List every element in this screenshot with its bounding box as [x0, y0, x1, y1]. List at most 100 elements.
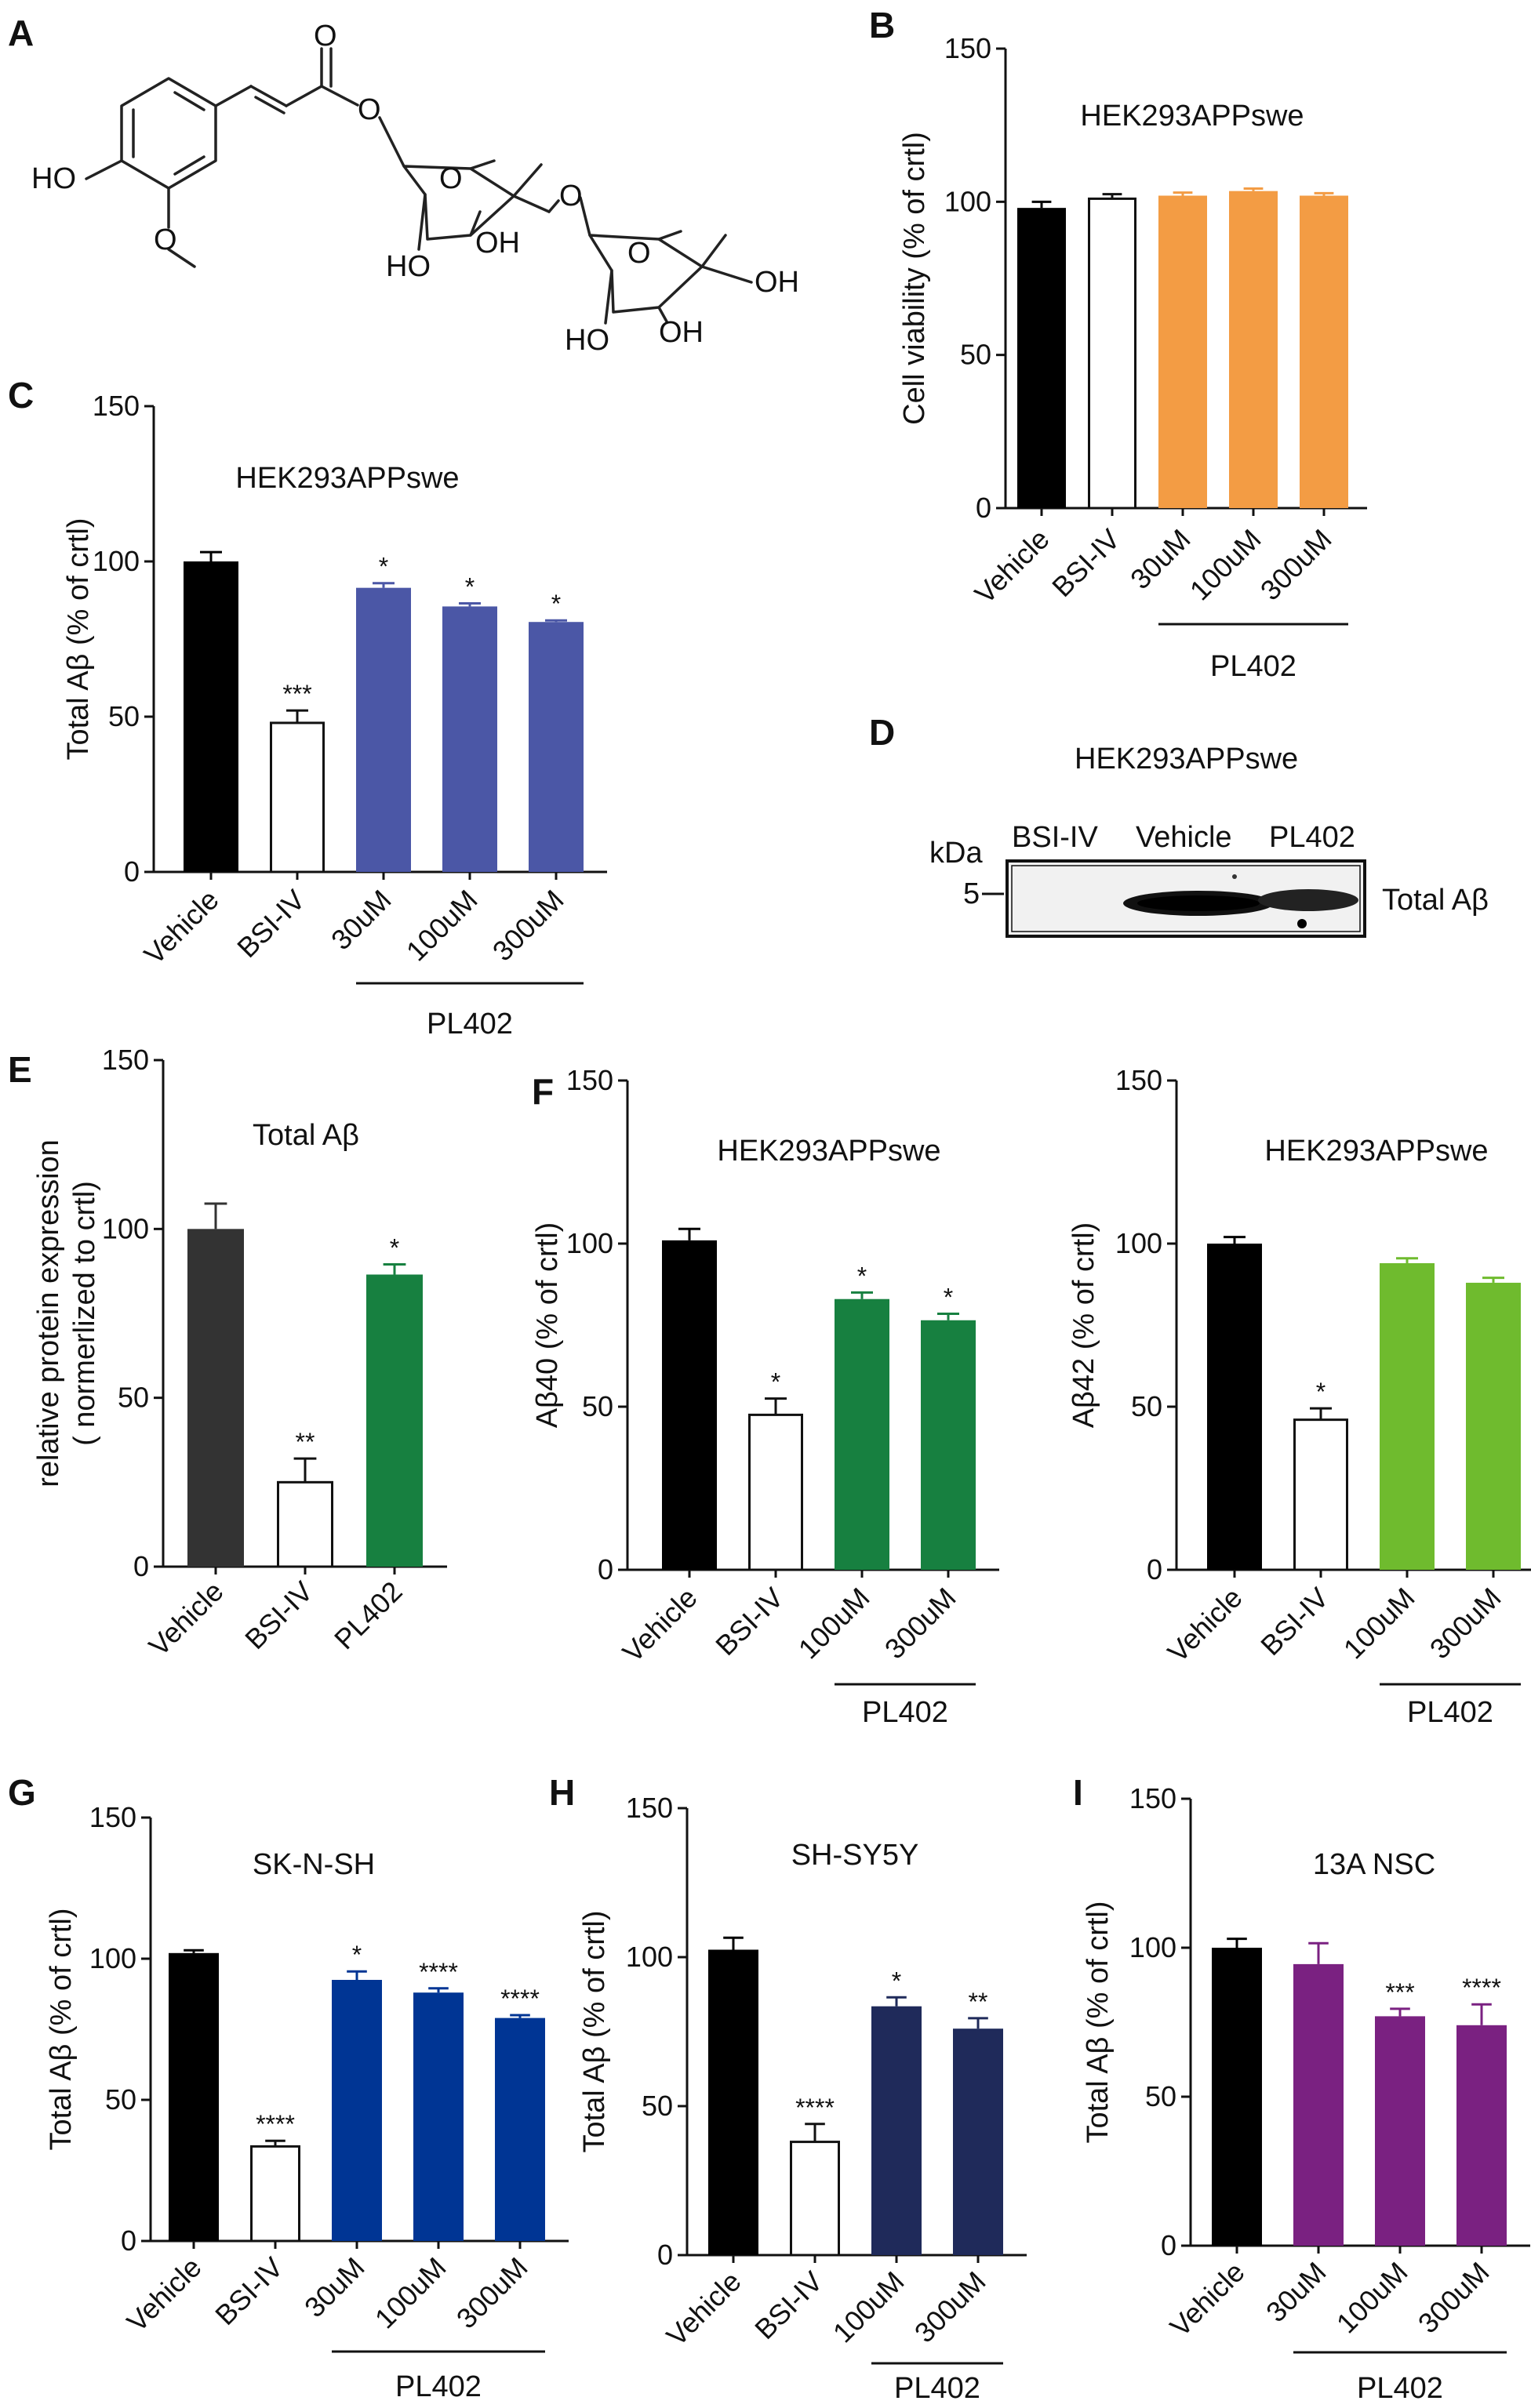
x-category-label: Vehicle: [1164, 2256, 1251, 2343]
mol-label-o-ring-1: O: [439, 162, 463, 195]
western-blot: HEK293APPswe kDa BSI-IV Vehicle PL402 5 …: [929, 743, 1489, 938]
significance-marker: ****: [419, 1958, 458, 1986]
bar-bsi-iv: [270, 721, 325, 873]
bar-vehicle: [184, 561, 238, 872]
blot-lane-bsi-iv: BSI-IV: [1012, 821, 1098, 854]
x-category-label: BSI-IV: [231, 884, 311, 964]
significance-marker: *: [379, 553, 388, 581]
panel-label-e: E: [8, 1049, 32, 1090]
chart-title: SH-SY5Y: [791, 1839, 919, 1872]
mol-label-o-carbonyl: O: [314, 20, 337, 53]
chart-h-sh-sy5y: SH-SY5Y 0 50 100 150 Total Aβ (% of crtl) Vehi…: [578, 1792, 1027, 2405]
significance-marker: *: [892, 1967, 901, 1995]
bar-100um: [835, 1298, 889, 1570]
x-category-label: BSI-IV: [209, 2251, 289, 2332]
bar-100um: [1380, 1262, 1435, 1570]
x-category-label: Vehicle: [138, 884, 225, 971]
y-tick-label: 50: [118, 1382, 149, 1414]
significance-marker: ****: [1462, 1974, 1501, 2002]
bar-100um: [442, 606, 497, 872]
significance-marker: *: [390, 1234, 399, 1262]
bar-bsi-iv: [790, 2141, 840, 2257]
y-tick-label: 50: [960, 339, 991, 371]
blot-lane-vehicle: Vehicle: [1136, 821, 1232, 854]
y-tick-label: 100: [89, 1942, 136, 1974]
y-tick-label: 100: [626, 1941, 673, 1973]
chart-title: HEK293APPswe: [1080, 100, 1304, 133]
x-category-label: 100uM: [1184, 523, 1267, 607]
x-category-label: 300uM: [486, 884, 570, 968]
blot-lane-pl402: PL402: [1269, 821, 1355, 854]
bar-vehicle: [1207, 1244, 1262, 1570]
x-category-label: 300uM: [878, 1582, 962, 1665]
group-label: PL402: [862, 1696, 948, 1729]
x-category-label: 100uM: [1337, 1582, 1421, 1665]
blot-band-pl402: [1258, 889, 1358, 911]
y-tick-label: 150: [626, 1792, 673, 1824]
group-label: PL402: [1407, 1696, 1493, 1729]
significance-marker: ***: [282, 680, 311, 708]
y-tick-label: 150: [93, 390, 140, 422]
bar-bsi-iv: [277, 1480, 333, 1568]
mol-label-ho-sugar2: HO: [565, 324, 609, 357]
y-tick-label: 0: [657, 2239, 673, 2271]
panel-label-b: B: [869, 5, 895, 45]
significance-marker: *: [352, 1941, 362, 1969]
significance-marker: ****: [256, 2110, 295, 2138]
y-axis-label: Aβ40 (% of crtl): [531, 1222, 564, 1429]
y-tick-label: 150: [89, 1801, 136, 1833]
y-tick-label: 50: [105, 2083, 136, 2116]
y-tick-label: 150: [102, 1044, 149, 1076]
y-tick-label: 0: [133, 1550, 149, 1582]
y-tick-label: 150: [1115, 1064, 1162, 1096]
blot-membrane-inner: [1011, 865, 1361, 932]
bar-100um: [1229, 191, 1278, 508]
y-tick-label: 100: [1129, 1931, 1176, 1963]
bar-vehicle: [187, 1229, 244, 1567]
x-category-label: 100uM: [369, 2251, 453, 2335]
bar-300um: [495, 2018, 545, 2241]
y-tick-label: 100: [102, 1212, 149, 1244]
bar-vehicle: [662, 1240, 717, 1570]
y-tick-label: 50: [642, 2090, 673, 2122]
bar-vehicle: [1017, 208, 1066, 508]
bar-300um: [921, 1320, 976, 1570]
x-category-label: 30uM: [298, 2251, 371, 2324]
chart-f-abeta40: HEK293APPswe 0 50 100 150 Aβ40 (% of crtl) Veh…: [531, 1064, 999, 1729]
mol-label-oh-sugar2b: OH: [755, 266, 799, 299]
y-axis-label: Aβ42 (% of crtl): [1067, 1222, 1100, 1429]
blot-title: HEK293APPswe: [1075, 743, 1298, 775]
chart-i-13a-nsc: 13A NSC 0 50 100 150 Total Aβ (% of crtl) Vehi…: [1082, 1782, 1530, 2405]
mol-label-oh-sugar1: OH: [475, 227, 520, 260]
bar-300um: [953, 2028, 1003, 2255]
chart-f-abeta42: HEK293APPswe 0 50 100 150 Aβ42 (% of crtl) Veh…: [1067, 1064, 1531, 1729]
bar-30um: [332, 1980, 382, 2241]
chart-g-sk-n-sh: SK-N-SH 0 50 100 150 Total Aβ (% of crtl) Vehi…: [45, 1801, 569, 2403]
bar-100um: [1375, 2016, 1425, 2246]
x-category-label: BSI-IV: [709, 1582, 790, 1662]
x-category-label: Vehicle: [969, 523, 1056, 610]
significance-marker: **: [969, 1988, 988, 2016]
x-category-label: 30uM: [1260, 2256, 1333, 2329]
y-tick-label: 0: [1147, 1553, 1162, 1585]
y-tick-label: 100: [566, 1227, 613, 1259]
blot-marker-5: 5: [963, 877, 980, 910]
blot-kda-label: kDa: [929, 837, 983, 870]
significance-marker: *: [551, 590, 561, 618]
mol-label-o-ester: O: [358, 93, 381, 126]
y-tick-label: 150: [566, 1064, 613, 1096]
chart-title: HEK293APPswe: [1264, 1135, 1488, 1168]
y-tick-label: 0: [124, 855, 140, 888]
panel-label-a: A: [8, 13, 34, 53]
y-axis-label-secondary: ( normerlized to crtl): [68, 1181, 101, 1446]
bar-30um: [356, 587, 411, 872]
panel-label-h: H: [549, 1772, 575, 1813]
x-category-label: Vehicle: [121, 2251, 208, 2338]
bar-bsi-iv: [748, 1413, 803, 1571]
x-category-label: BSI-IV: [1046, 523, 1126, 604]
y-tick-label: 0: [598, 1553, 613, 1585]
x-category-label: Vehicle: [143, 1575, 230, 1662]
x-category-label: 30uM: [325, 884, 398, 957]
chart-title: HEK293APPswe: [235, 462, 459, 495]
x-category-label: 100uM: [827, 2265, 911, 2349]
